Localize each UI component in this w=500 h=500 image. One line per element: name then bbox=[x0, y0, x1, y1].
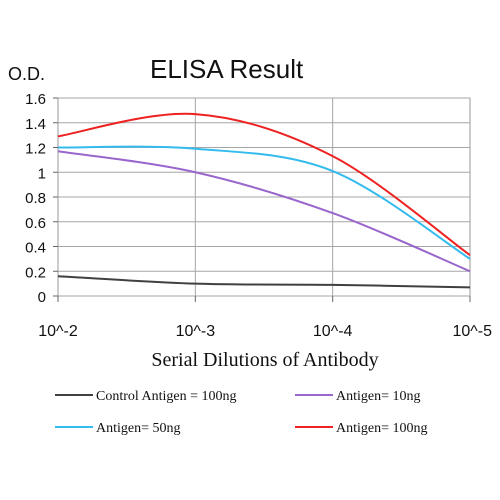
x-tick-label: 10^-5 bbox=[452, 323, 492, 340]
y-tick-label: 0.2 bbox=[25, 264, 46, 281]
y-tick-label: 0.8 bbox=[25, 190, 46, 207]
y-tick-label: 0 bbox=[38, 289, 46, 306]
legend-label: Antigen= 100ng bbox=[336, 421, 428, 436]
y-tick-label: 1.6 bbox=[25, 91, 46, 108]
y-tick-label: 0.6 bbox=[25, 215, 46, 232]
y-tick-label: 0.4 bbox=[25, 240, 46, 257]
axis-layer: 0 0.2 0.4 0.6 0.8 1 1.2 1.4 1.6 10^-2 10^-3 10^-4 10… bbox=[25, 91, 492, 340]
x-tick-label: 10^-3 bbox=[176, 323, 216, 340]
legend-item: Antigen= 100ng bbox=[295, 421, 428, 436]
legend-label: Antigen= 50ng bbox=[96, 421, 181, 436]
x-tick-label: 10^-2 bbox=[38, 323, 78, 340]
x-tick-label: 10^-4 bbox=[313, 323, 353, 340]
legend: Control Antigen = 100ng Antigen= 10ng Anti… bbox=[55, 389, 428, 436]
legend-label: Antigen= 10ng bbox=[336, 389, 421, 404]
legend-item: Antigen= 50ng bbox=[55, 421, 181, 436]
legend-item: Antigen= 10ng bbox=[295, 389, 421, 404]
chart-title: ELISA Result bbox=[150, 54, 304, 84]
y-axis-label: O.D. bbox=[8, 64, 45, 84]
series-line-1 bbox=[57, 275, 471, 289]
x-axis-label: Serial Dilutions of Antibody bbox=[151, 349, 378, 371]
grid-layer bbox=[58, 97, 470, 297]
y-tick-label: 1 bbox=[38, 165, 46, 182]
series-line-2 bbox=[57, 150, 471, 273]
y-tick-label: 1.4 bbox=[25, 116, 46, 133]
legend-item: Control Antigen = 100ng bbox=[55, 389, 237, 404]
series-layer bbox=[57, 112, 471, 289]
y-tick-label: 1.2 bbox=[25, 141, 46, 158]
series-line-4 bbox=[57, 112, 471, 256]
legend-label: Control Antigen = 100ng bbox=[96, 389, 237, 404]
series-line-3 bbox=[57, 145, 471, 260]
